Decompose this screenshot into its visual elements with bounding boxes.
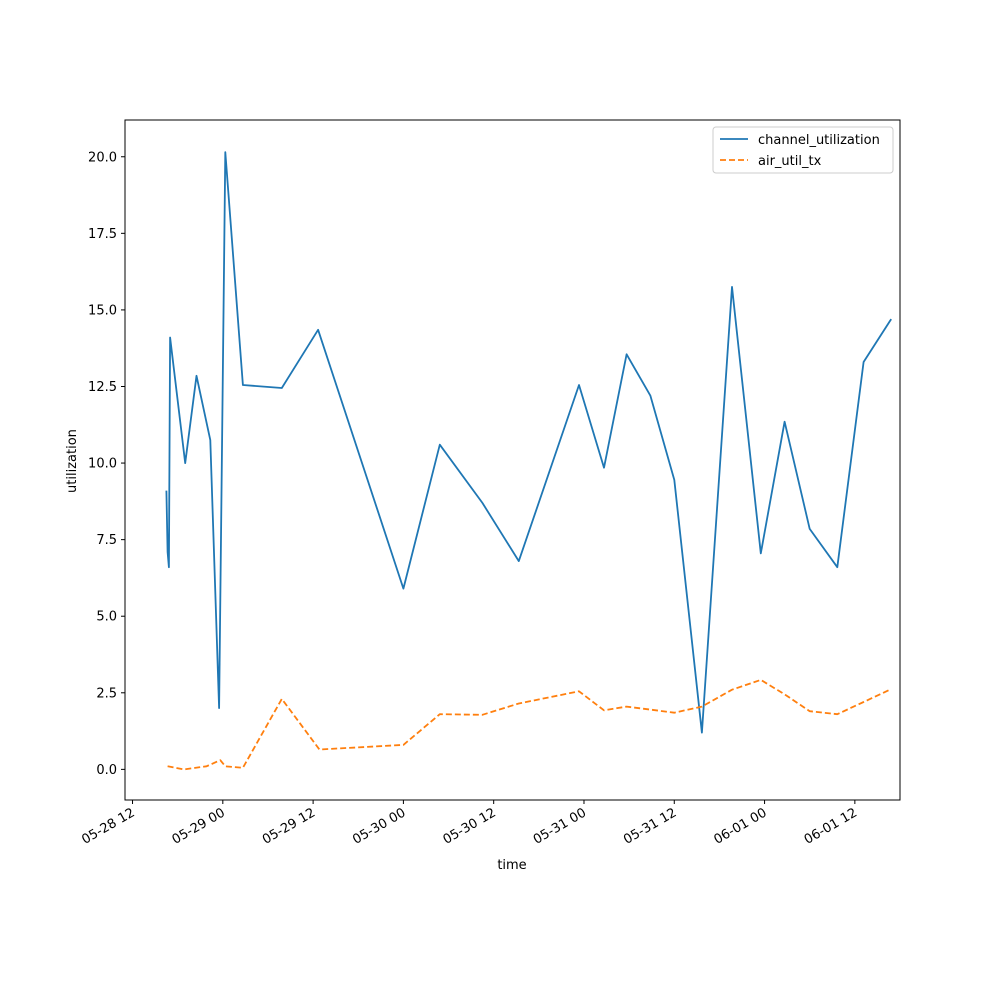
y-tick-label: 7.5 bbox=[96, 533, 117, 548]
y-tick-label: 2.5 bbox=[96, 686, 117, 701]
y-tick-label: 0.0 bbox=[96, 763, 117, 778]
x-tick-label: 05-29 12 bbox=[260, 805, 318, 847]
y-tick-label: 10.0 bbox=[88, 457, 117, 472]
series-layer bbox=[165, 151, 892, 771]
y-tick-label: 17.5 bbox=[88, 227, 117, 242]
x-tick-label: 05-30 00 bbox=[350, 805, 408, 847]
x-tick-label: 06-01 00 bbox=[711, 805, 769, 847]
y-tick-label: 5.0 bbox=[96, 610, 117, 625]
x-axis-title: time bbox=[497, 858, 526, 873]
plot-area bbox=[125, 120, 900, 800]
y-tick-label: 12.5 bbox=[88, 380, 117, 395]
series-line-air-util-tx bbox=[167, 679, 892, 771]
x-tick-label: 05-28 12 bbox=[79, 805, 137, 847]
x-axis-ticks: 05-28 12 05-29 00 05-29 12 05-30 00 05-30 12… bbox=[79, 800, 860, 848]
legend-label-air-util-tx: air_util_tx bbox=[758, 154, 822, 169]
x-tick-label: 05-31 12 bbox=[621, 805, 679, 847]
y-axis-ticks: 0.0 2.5 5.0 7.5 10.0 12.5 15.0 17.5 20.0 bbox=[88, 150, 125, 778]
y-tick-label: 20.0 bbox=[88, 150, 117, 165]
x-tick-label: 06-01 12 bbox=[802, 805, 860, 847]
legend-label-channel-utilization: channel_utilization bbox=[758, 133, 880, 148]
y-axis-title: utilization bbox=[65, 429, 80, 493]
x-tick-label: 05-30 12 bbox=[441, 805, 499, 847]
x-tick-label: 05-31 00 bbox=[531, 805, 589, 847]
legend: channel_utilization air_util_tx bbox=[712, 126, 894, 174]
plot-frame bbox=[124, 119, 901, 801]
series-line-channel-utilization bbox=[165, 151, 892, 734]
legend-box bbox=[712, 126, 894, 174]
x-tick-label: 05-29 00 bbox=[170, 805, 228, 847]
y-tick-label: 15.0 bbox=[88, 303, 117, 318]
